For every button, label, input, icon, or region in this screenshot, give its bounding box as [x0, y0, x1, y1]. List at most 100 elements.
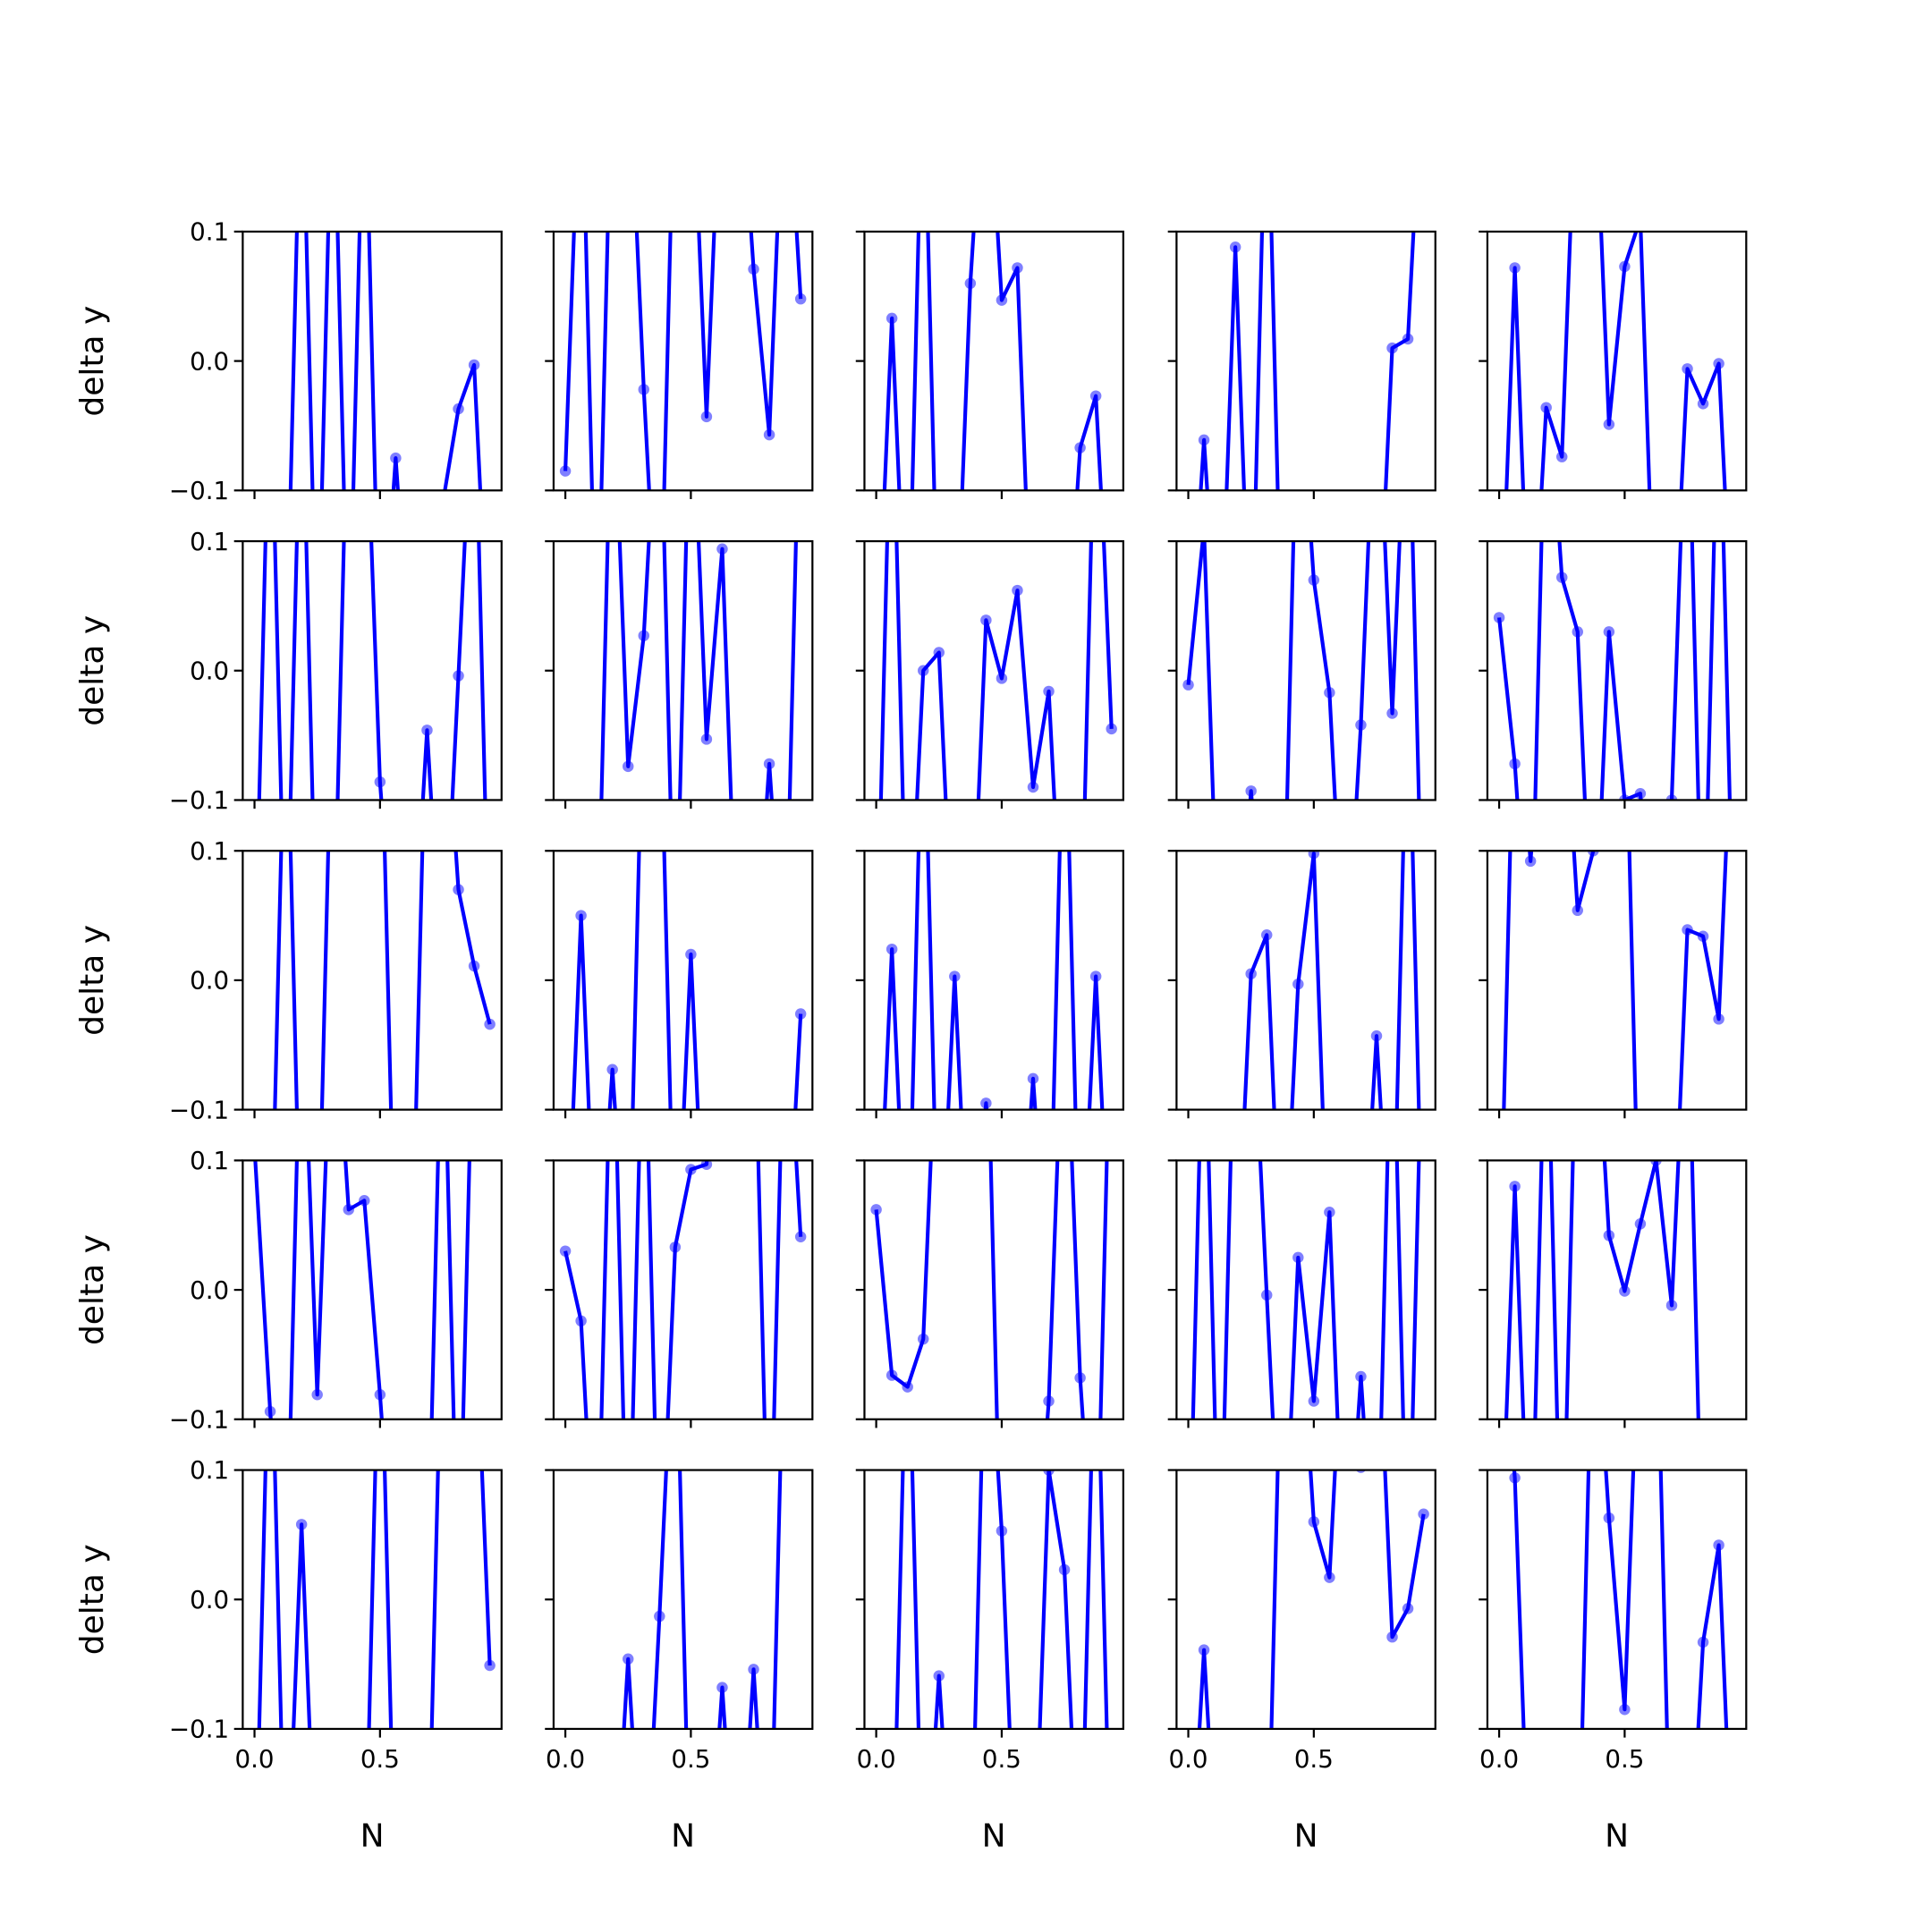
data-line: [253, 1160, 471, 1419]
data-point: [1277, 1270, 1288, 1281]
data-point: [1713, 342, 1724, 352]
data-point: [902, 1298, 912, 1309]
data-point: [484, 1018, 496, 1030]
data-point: [795, 342, 806, 352]
data-point: [1059, 651, 1070, 662]
x-tick-label: 0.0: [1169, 1744, 1208, 1774]
y-tick-label: 0.0: [190, 346, 229, 376]
data-line: [878, 541, 1114, 801]
data-line: [874, 1160, 1109, 1419]
data-point: [1198, 434, 1210, 446]
data-point: [1619, 794, 1631, 801]
data-point: [560, 1298, 571, 1309]
data-point: [1540, 961, 1551, 971]
data-point: [311, 1918, 322, 1928]
data-point: [980, 614, 992, 626]
data-point: [359, 1918, 369, 1928]
data-point: [1371, 679, 1382, 690]
data-point: [1340, 1298, 1351, 1309]
data-point: [343, 342, 354, 352]
data-point: [1324, 1572, 1335, 1583]
data-point: [1230, 1918, 1241, 1928]
data-point: [1371, 342, 1382, 352]
data-line: [1199, 231, 1416, 491]
axes-frame: [1175, 1469, 1436, 1731]
y-tick-label: −0.1: [169, 1095, 229, 1124]
data-point: [670, 32, 681, 43]
data-point: [902, 1381, 913, 1393]
axes-frame: [863, 230, 1124, 492]
y-axis-label: delta y: [74, 615, 111, 726]
data-point: [685, 342, 696, 352]
data-point: [374, 775, 386, 788]
y-tick-label: −0.1: [169, 1404, 229, 1434]
data-point: [1182, 1298, 1193, 1309]
data-point: [1059, 988, 1070, 999]
y-tick-label: −0.1: [169, 785, 229, 815]
data-point: [1028, 1918, 1038, 1928]
data-point: [1182, 1918, 1193, 1928]
data-point: [1540, 1918, 1551, 1928]
data-point: [311, 679, 322, 690]
data-point: [685, 948, 697, 961]
x-tick-label: 0.5: [1294, 1744, 1334, 1774]
data-point: [886, 1369, 898, 1381]
subplot: [545, 342, 814, 999]
data-point: [716, 1682, 728, 1693]
data-point: [1713, 1539, 1724, 1551]
data-point: [949, 1918, 960, 1928]
data-point: [484, 1659, 496, 1672]
data-point: [1043, 1395, 1055, 1407]
data-line: [1504, 231, 1727, 491]
x-tick-label: 0.0: [1479, 1744, 1519, 1774]
data-point: [1509, 1471, 1521, 1484]
data-point: [265, 679, 275, 690]
axes-frame: [863, 850, 1124, 1111]
data-point: [870, 988, 881, 999]
data-point: [670, 988, 681, 999]
data-point: [1308, 574, 1320, 586]
data-point: [1245, 968, 1257, 979]
data-point: [484, 988, 495, 999]
data-point: [700, 411, 713, 423]
data-point: [421, 651, 432, 662]
y-axis-label: delta y: [74, 1234, 111, 1345]
data-point: [965, 1918, 976, 1928]
data-point: [779, 961, 790, 971]
data-point: [934, 1298, 945, 1309]
data-point: [1090, 342, 1101, 352]
data-point: [1493, 612, 1505, 623]
subplot: [1479, 32, 1748, 499]
data-point: [1572, 32, 1583, 43]
data-point: [733, 1918, 743, 1928]
data-point: [591, 988, 602, 999]
data-point: [249, 1298, 259, 1309]
data-point: [606, 32, 617, 43]
data-point: [390, 988, 401, 999]
data-point: [484, 961, 495, 971]
data-point: [249, 1142, 259, 1153]
data-point: [296, 342, 307, 352]
data-point: [623, 1653, 634, 1665]
data-point: [779, 32, 790, 43]
data-point: [886, 943, 898, 955]
subplot: [1479, 342, 1748, 999]
data-point: [902, 679, 912, 690]
data-point: [1355, 1370, 1367, 1383]
subplot: [545, 961, 814, 1428]
data-point: [390, 1918, 401, 1928]
data-point: [575, 910, 587, 921]
data-point: [1603, 626, 1615, 638]
data-point: [606, 1063, 618, 1075]
data-point: [468, 359, 480, 371]
data-point: [1106, 723, 1117, 735]
data-point: [327, 651, 338, 662]
data-point: [1386, 342, 1398, 354]
data-point: [1059, 679, 1070, 690]
data-point: [1494, 1608, 1504, 1619]
data-point: [669, 1241, 682, 1253]
data-point: [1698, 988, 1708, 999]
subplot: −0.1 0.0 0.1 delta y: [74, 217, 503, 690]
data-point: [1340, 1608, 1351, 1619]
